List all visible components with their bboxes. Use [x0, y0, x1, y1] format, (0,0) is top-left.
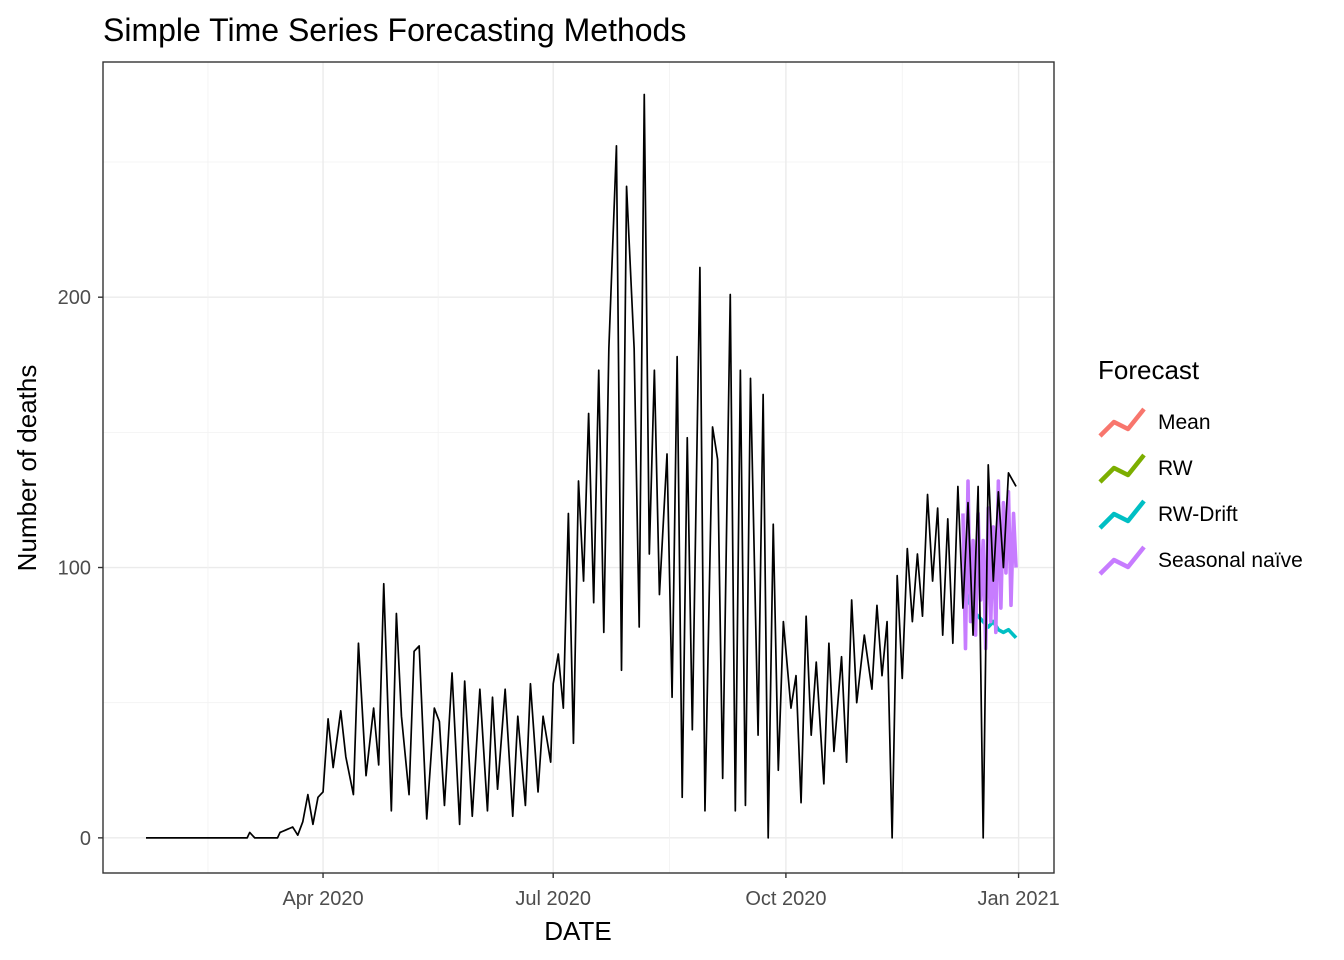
legend: Forecast Mean RW RW-Drift Seasonal naïve: [1098, 355, 1303, 576]
legend-key: [1098, 407, 1146, 438]
legend-title: Forecast: [1098, 355, 1200, 385]
legend-label: Mean: [1158, 411, 1211, 434]
legend-key: [1098, 545, 1146, 576]
x-tick-label: Jan 2021: [977, 888, 1059, 910]
legend-item-rw: RW: [1098, 453, 1193, 484]
observed-deaths-line: [146, 93, 1017, 839]
chart-title: Simple Time Series Forecasting Methods: [103, 12, 686, 48]
legend-label: RW: [1158, 457, 1193, 480]
legend-key: [1098, 499, 1146, 530]
series-layer: [146, 93, 1018, 839]
y-tick-label: 200: [58, 287, 91, 309]
panel-border: [102, 61, 1055, 874]
legend-item-seasonal-na-ve: Seasonal naïve: [1098, 545, 1303, 576]
legend-label: Seasonal naïve: [1158, 549, 1303, 572]
y-tick-label: 100: [58, 558, 91, 580]
x-tick-label: Oct 2020: [745, 888, 826, 910]
legend-item-mean: Mean: [1098, 407, 1211, 438]
legend-label: RW-Drift: [1158, 503, 1238, 526]
grid-lines: [103, 62, 1054, 873]
x-axis-title: DATE: [544, 916, 611, 946]
legend-item-rw-drift: RW-Drift: [1098, 499, 1238, 530]
x-axis: Apr 2020 Jul 2020 Oct 2020 Jan 2021: [282, 873, 1060, 910]
y-tick-label: 0: [80, 828, 91, 850]
x-tick-label: Apr 2020: [282, 888, 363, 910]
y-axis: 0 100 200: [58, 287, 103, 850]
plot-panel: [102, 61, 1055, 874]
x-tick-label: Jul 2020: [515, 888, 591, 910]
legend-key: [1098, 453, 1146, 484]
y-axis-title: Number of deaths: [12, 365, 42, 572]
